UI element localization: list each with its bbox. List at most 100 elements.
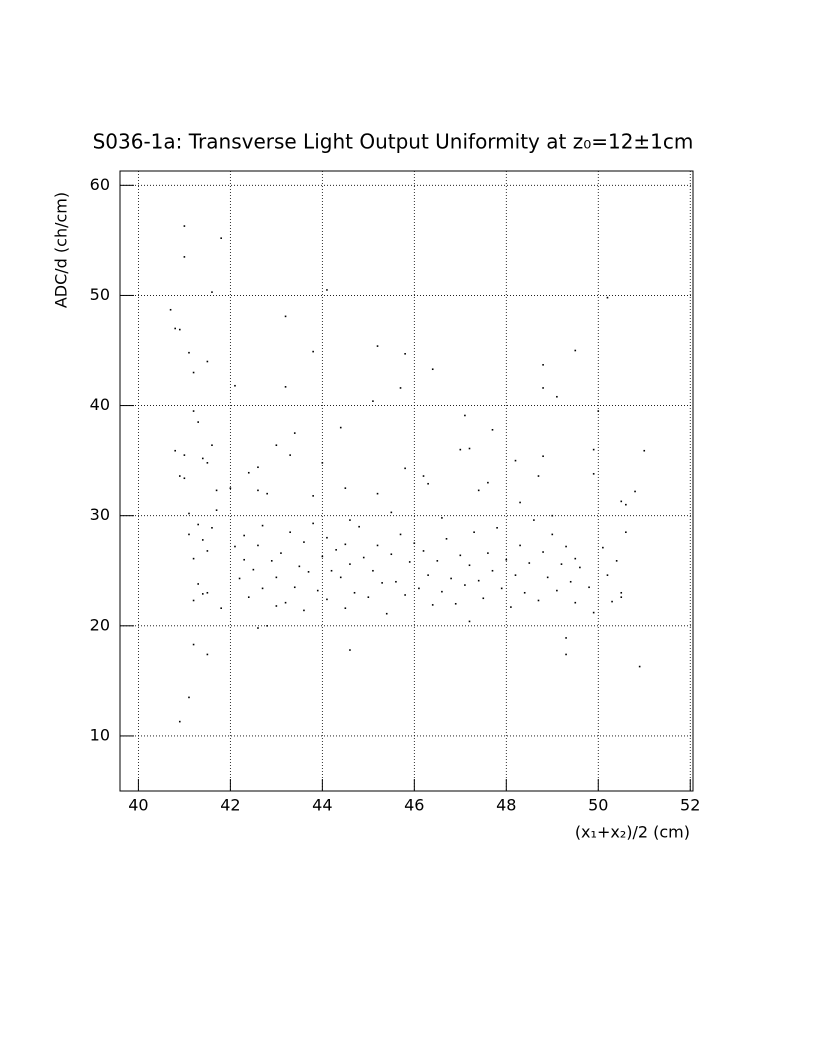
- point: [533, 519, 535, 521]
- point: [468, 620, 471, 623]
- point: [321, 462, 324, 464]
- point: [312, 522, 314, 525]
- point: [335, 549, 337, 551]
- point: [257, 489, 259, 492]
- point: [188, 512, 190, 515]
- point: [243, 534, 245, 537]
- point: [188, 351, 190, 354]
- point: [261, 524, 264, 527]
- point: [247, 596, 250, 598]
- point: [312, 495, 314, 497]
- point: [326, 289, 328, 291]
- point: [445, 538, 448, 540]
- point: [592, 473, 595, 475]
- point: [215, 509, 218, 511]
- point: [574, 557, 577, 560]
- point: [625, 531, 627, 534]
- point: [303, 609, 305, 612]
- point: [211, 444, 213, 447]
- point: [606, 574, 609, 576]
- point: [275, 576, 278, 579]
- point: [372, 400, 374, 402]
- point: [542, 551, 544, 553]
- point: [339, 576, 342, 579]
- point: [556, 589, 558, 592]
- point: [413, 542, 416, 545]
- point: [625, 503, 627, 506]
- point: [206, 591, 209, 594]
- point: [261, 587, 264, 590]
- x-tick-label: 44: [312, 796, 332, 815]
- point: [408, 561, 411, 563]
- point: [404, 594, 406, 596]
- point: [178, 720, 181, 723]
- x-axis-label: (x₁+x₂)/2 (cm): [575, 823, 690, 842]
- point: [385, 612, 388, 615]
- point: [404, 353, 406, 355]
- point: [395, 580, 397, 583]
- point: [339, 426, 342, 429]
- point: [551, 533, 554, 536]
- point: [523, 591, 526, 594]
- point: [344, 487, 347, 489]
- point: [321, 555, 324, 558]
- point: [519, 544, 521, 547]
- point: [247, 471, 250, 474]
- point: [418, 587, 420, 590]
- plot-frame: [119, 170, 694, 792]
- point: [192, 371, 195, 374]
- point: [569, 580, 572, 583]
- point: [500, 587, 503, 590]
- point: [579, 566, 581, 569]
- point: [537, 599, 540, 602]
- x-tick-label: 52: [680, 796, 700, 815]
- point: [468, 447, 471, 450]
- point: [349, 649, 351, 651]
- point: [257, 544, 259, 547]
- point: [183, 454, 186, 456]
- point: [326, 598, 328, 601]
- point: [192, 557, 195, 560]
- point: [542, 455, 544, 458]
- point: [234, 384, 236, 387]
- point: [537, 475, 540, 477]
- y-tick-label: 40: [90, 395, 110, 414]
- point: [459, 448, 462, 451]
- point: [312, 350, 314, 353]
- point: [270, 560, 273, 562]
- point: [183, 477, 186, 480]
- point: [284, 386, 287, 388]
- y-tick-label: 30: [90, 505, 110, 524]
- point: [206, 550, 209, 552]
- point: [206, 360, 209, 363]
- point: [376, 492, 379, 495]
- point: [643, 449, 646, 452]
- point: [367, 596, 370, 598]
- point: [487, 481, 489, 484]
- point: [404, 467, 406, 470]
- point: [266, 492, 268, 495]
- point: [362, 556, 365, 559]
- point: [280, 552, 282, 554]
- point: [592, 611, 595, 614]
- point: [220, 237, 222, 239]
- point: [427, 574, 429, 576]
- point: [201, 593, 204, 595]
- point: [459, 554, 462, 557]
- point: [556, 395, 558, 398]
- point: [289, 454, 291, 456]
- point: [551, 514, 554, 517]
- point: [528, 562, 531, 564]
- point: [293, 432, 296, 434]
- point: [220, 607, 222, 609]
- x-tick-label: 40: [128, 796, 148, 815]
- point: [229, 487, 232, 489]
- point: [358, 525, 360, 528]
- point: [565, 545, 567, 548]
- point: [491, 428, 494, 431]
- point: [284, 601, 287, 604]
- point: [275, 605, 278, 607]
- point: [206, 462, 209, 464]
- x-tick-label: 42: [220, 796, 240, 815]
